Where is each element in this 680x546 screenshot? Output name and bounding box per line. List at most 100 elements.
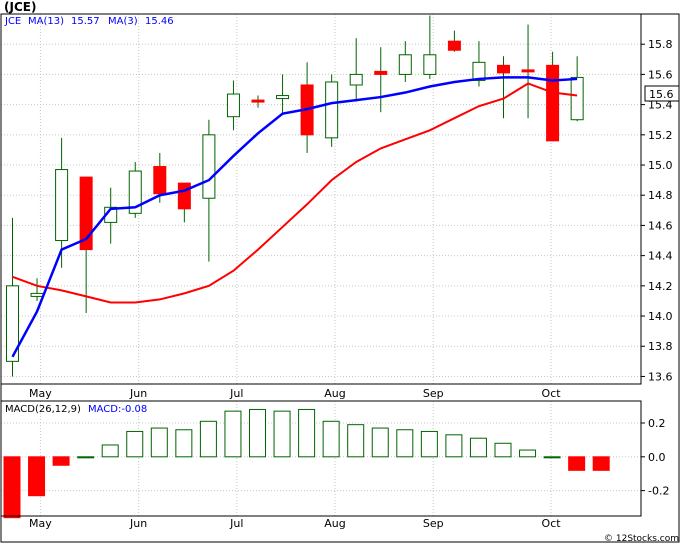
price-xtick-label: Aug [324,387,345,400]
price-ytick-label: 15.4 [648,99,673,112]
legend-ma3-label: MA(3) [108,16,138,27]
candle [128,162,142,218]
macd-panel: 0.2 0.0 -0.2 May Jun Jul Aug Sep Oct MACD(26,12… [0,400,669,530]
last-price-text: 15.6 [649,88,674,101]
macd-ytick-label: 0.0 [648,451,666,464]
price-xtick-label: May [29,387,52,400]
legend-symbol: JCE [4,16,21,27]
candle-body [398,54,412,75]
price-ytick-label: 14.6 [648,219,673,232]
macd-xtick-label: Sep [423,517,444,530]
candle-body [497,64,510,74]
legend-ma3-value: 15.46 [145,16,174,27]
candle [521,24,535,119]
price-ytick-label: 14.0 [648,310,673,323]
candle [374,47,388,113]
macd-xtick-label: May [29,517,52,530]
candle-body [374,70,388,75]
candle-body [423,54,437,75]
candle [398,41,412,82]
price-panel: 13.6 13.8 14.0 14.2 14.4 14.6 14.8 15.0 15.2 15.4… [0,13,680,400]
macd-bar [199,420,217,458]
legend-ma13-label: MA(13) [28,16,64,27]
macd-xtick-label: Aug [324,517,345,530]
macd-legend-label: MACD(26,12,9) [5,404,81,415]
price-ytick-label: 13.8 [648,340,673,353]
candle-body [177,182,191,210]
macd-legend-value: MACD:-0.08 [88,404,147,415]
candle-body [153,166,167,195]
price-ytick-label: 14.8 [648,189,673,202]
candle-body [30,292,44,297]
candle [226,80,240,131]
macd-xtick-label: Jul [229,517,243,530]
macd-plot-background [1,401,641,516]
macd-bar [592,456,610,471]
candle-body [128,170,142,214]
macd-bar [249,408,266,458]
macd-bar [224,410,242,458]
candle [6,217,19,377]
candle [570,56,584,122]
ma13-line [11,76,578,358]
macd-xtick-label: Jun [129,517,147,530]
price-plot-background [1,14,641,384]
macd-bar [126,430,144,458]
ma3-line [12,82,578,304]
candle-body [472,61,486,81]
macd-bar [445,434,463,458]
macd-bar [322,420,340,458]
legend-ma13-value: 15.57 [71,16,100,27]
candle [325,74,339,147]
candle [447,30,461,52]
macd-bar [396,429,414,458]
macd-bar [494,442,512,458]
candle-body [6,285,19,362]
candle [472,41,486,87]
candle-body [251,99,265,103]
price-xtick-label: Jul [229,387,243,400]
macd-ytick-label: -0.2 [648,485,669,498]
candle-body [546,64,560,142]
macd-bar [469,437,487,458]
chart-title: (JCE) [4,0,36,14]
candle-body [447,40,461,51]
macd-ytick-label: 0.2 [648,417,666,430]
macd-plot-frame [0,400,642,517]
last-price-badge: 15.6 [644,85,680,102]
candle-body [570,76,584,121]
macd-xtick-label: Oct [542,517,562,530]
price-ytick-label: 15.2 [648,129,673,142]
candle [153,152,167,203]
macd-bar [77,456,95,459]
macd-bar [543,456,561,459]
macd-bar [519,449,537,458]
macd-bar [175,429,193,458]
candle [79,176,93,314]
macd-bar [347,424,365,458]
price-ytick-label: 15.0 [648,159,673,172]
macd-bar [298,408,316,458]
candle-body [202,134,216,199]
macd-bar [371,427,389,458]
candle-body [226,93,240,118]
candle [423,15,437,79]
credit-text: © 12Stocks.com [604,534,679,544]
candle-body [55,169,69,242]
candle [251,95,265,108]
price-ytick-label: 15.8 [648,38,673,51]
price-xtick-label: Sep [423,387,444,400]
price-xtick-label: Jun [129,387,147,400]
price-legend: JCE MA(13) 15.57 MA(3) 15.46 [4,16,174,27]
candle-body [521,69,535,73]
macd-bar [150,427,168,458]
macd-legend: MACD(26,12,9) MACD:-0.08 [5,404,147,415]
price-xtick-label: Oct [542,387,562,400]
macd-bar [28,456,46,497]
candle [55,137,69,268]
macd-bar [420,430,438,458]
price-ytick-label: 13.6 [648,370,673,383]
macd-bar [101,444,119,458]
macd-bar [273,410,291,458]
